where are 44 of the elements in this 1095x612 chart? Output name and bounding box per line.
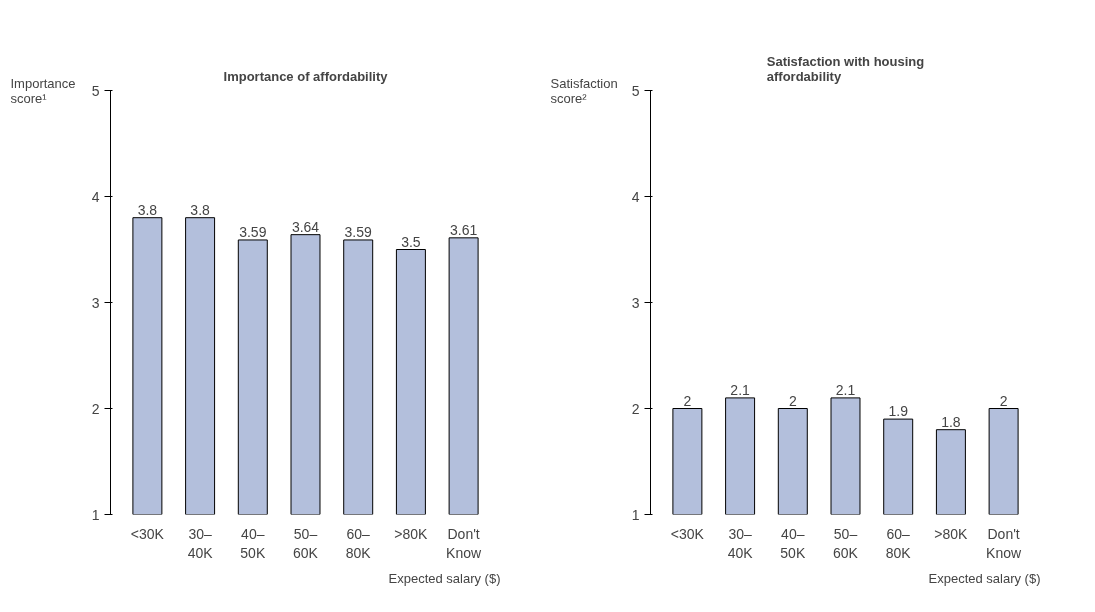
y-tick-label: 5 [91,82,100,99]
data-label: 2.1 [835,381,856,398]
x-tick-label: 40–50K [780,525,806,561]
chart-title: Importance of affordability [223,68,389,84]
data-label: 2.1 [730,381,751,398]
x-tick-label: 60–80K [885,525,912,561]
data-label: 3.8 [137,201,158,218]
y-tick-label: 4 [91,188,100,205]
data-label: 2 [999,392,1008,409]
y-tick-label: 4 [631,188,640,205]
y-axis-title: Satisfaction score² [550,75,618,106]
data-label: 3.64 [291,218,320,235]
x-tick-label: Don't Know [446,525,483,561]
y-tick-label: 1 [91,506,100,523]
x-tick-label: Don't Know [986,525,1023,561]
x-axis-title: Expected salary ($) [928,570,1041,586]
data-label: 3.5 [401,233,421,250]
x-tick-label: >80K [394,525,429,542]
x-tick-label: <30K [130,525,165,542]
data-label: 3.8 [190,201,211,218]
data-label: 3.61 [449,221,478,238]
x-tick-label: 50–60K [833,525,859,561]
y-tick-label: 2 [631,400,640,417]
data-label: 2 [683,392,692,409]
data-label: 2 [788,392,797,409]
x-tick-label: 30–40K [187,525,214,561]
y-tick-label: 3 [631,294,640,311]
x-axis-title: Expected salary ($) [388,570,501,586]
chart-title: Satisfaction with housing affordability [766,53,925,84]
x-tick-label: >80K [934,525,969,542]
x-tick-label: 60–80K [345,525,372,561]
x-tick-label: 30–40K [727,525,754,561]
y-axis-title: Importance score¹ [10,75,76,106]
data-label: 3.59 [239,223,267,240]
x-tick-label: 50–60K [293,525,319,561]
y-tick-label: 3 [91,294,100,311]
x-tick-label: <30K [670,525,705,542]
y-tick-label: 5 [631,82,640,99]
data-label: 1.9 [888,403,909,420]
data-label: 3.59 [344,223,373,240]
data-label: 1.8 [941,413,961,430]
y-tick-label: 1 [631,506,640,523]
x-tick-label: 40–50K [240,525,266,561]
y-tick-label: 2 [91,400,100,417]
